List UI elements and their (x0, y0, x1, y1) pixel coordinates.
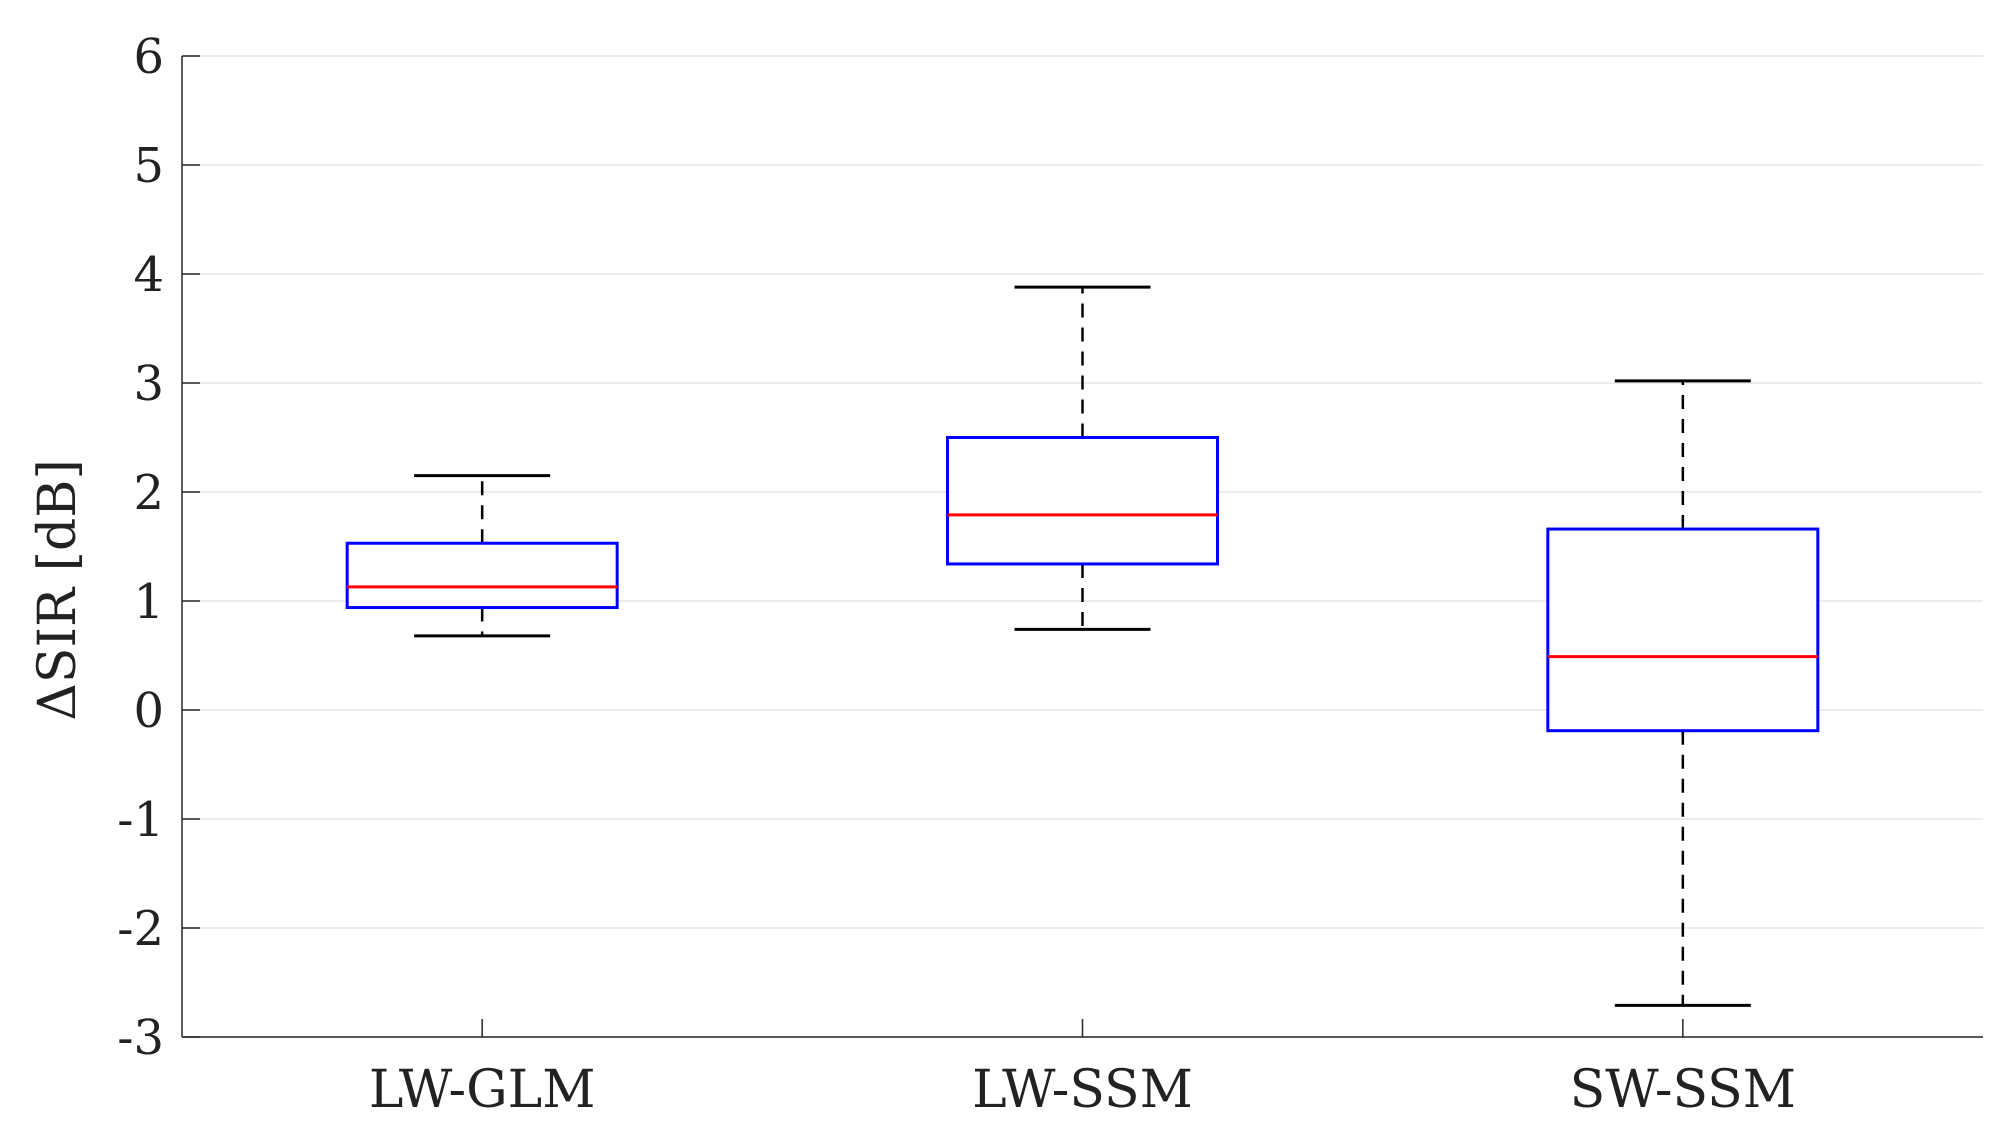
y-tick-label: -2 (117, 901, 164, 957)
x-tick-label: SW-SSM (1570, 1060, 1796, 1120)
boxes (345, 285, 1820, 1007)
axes (181, 55, 1983, 1038)
y-tick-label: 0 (133, 683, 164, 739)
y-tick-label: 4 (133, 247, 164, 303)
y-tick-label: 3 (133, 356, 164, 412)
y-tick-label: 6 (133, 29, 164, 85)
y-tick-label: 1 (133, 574, 164, 630)
y-tick-label: -1 (117, 792, 164, 848)
y-axis-label: ΔSIR [dB] (28, 459, 88, 720)
iqr-box (946, 436, 1219, 566)
y-tick-label: 2 (133, 465, 164, 521)
box-sw-ssm (1546, 379, 1820, 1007)
x-tick-label: LW-SSM (972, 1060, 1193, 1120)
iqr-box (345, 541, 619, 610)
box-lw-glm (345, 474, 619, 638)
x-tick-label: LW-GLM (369, 1060, 596, 1120)
iqr-box (1546, 527, 1820, 733)
y-tick-label: -3 (117, 1010, 164, 1066)
tick-labels: -3 -2 -1 0 1 2 3 4 5 6 LW-GLM LW-SSM SW-SSM (117, 29, 1796, 1120)
box-lw-ssm (946, 285, 1219, 631)
y-tick-label: 5 (133, 138, 164, 194)
